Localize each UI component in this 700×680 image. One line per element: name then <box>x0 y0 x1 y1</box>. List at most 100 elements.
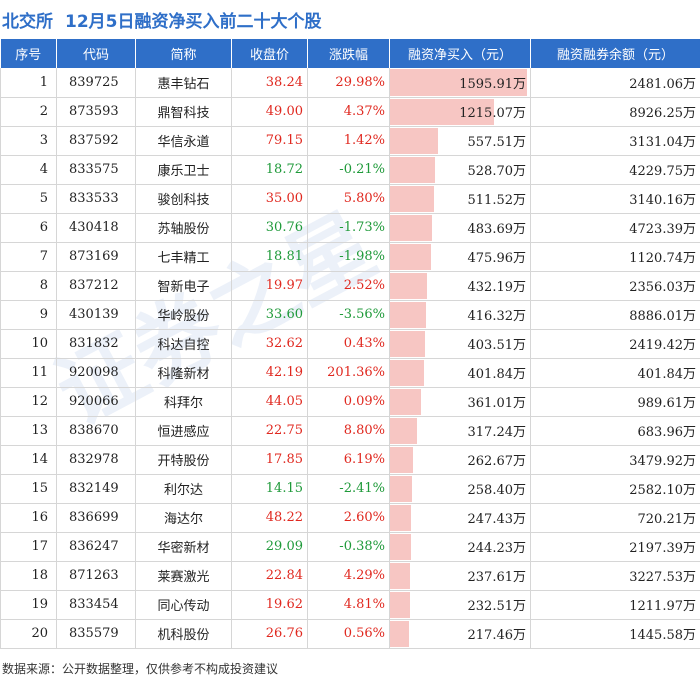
table-row: 14 832978 开特股份 17.85 6.19% 262.67万 3479.92万 <box>0 445 700 475</box>
net-buy-value: 432.19万 <box>467 280 527 295</box>
net-buy-bar <box>390 330 425 357</box>
net-buy-value: 403.51万 <box>467 338 527 353</box>
cell-chg: 4.29% <box>307 561 390 591</box>
cell-idx: 16 <box>0 503 57 533</box>
cell-code: 838670 <box>56 416 136 446</box>
table-body: 1 839725 惠丰钻石 38.24 29.98% 1595.91万 2481.06万 2 8… <box>0 68 700 649</box>
net-buy-value: 262.67万 <box>467 454 527 469</box>
cell-price: 48.22 <box>231 503 308 533</box>
cell-code: 920066 <box>56 387 136 417</box>
net-buy-bar <box>390 243 431 270</box>
col-header-price: 收盘价 <box>231 39 308 68</box>
cell-price: 18.81 <box>231 242 308 272</box>
market-label: 北交所 <box>2 11 53 32</box>
cell-balance: 2481.06万 <box>530 68 700 98</box>
col-header-balance: 融资融券余额（元） <box>530 39 700 68</box>
col-header-net-buy: 融资净买入（元） <box>389 39 531 68</box>
header-row: 序号 代码 简称 收盘价 涨跌幅 融资净买入（元） 融资融券余额（元） <box>0 39 700 68</box>
cell-balance: 3227.53万 <box>530 561 700 591</box>
net-buy-value: 244.23万 <box>467 541 527 556</box>
cell-price: 49.00 <box>231 97 308 127</box>
col-header-name: 简称 <box>135 39 232 68</box>
cell-code: 836247 <box>56 532 136 562</box>
cell-code: 833533 <box>56 184 136 214</box>
table-row: 2 873593 鼎智科技 49.00 4.37% 1215.07万 8926.25万 <box>0 97 700 127</box>
table-row: 13 838670 恒进感应 22.75 8.80% 317.24万 683.96万 <box>0 416 700 446</box>
cell-price: 38.24 <box>231 68 308 98</box>
cell-net-buy: 401.84万 <box>389 358 531 388</box>
net-buy-bar <box>390 272 428 299</box>
cell-chg: 0.56% <box>307 619 390 649</box>
net-buy-bar <box>390 388 421 415</box>
cell-chg: 8.80% <box>307 416 390 446</box>
cell-idx: 15 <box>0 474 57 504</box>
cell-name: 恒进感应 <box>135 416 232 446</box>
cell-idx: 18 <box>0 561 57 591</box>
cell-code: 835579 <box>56 619 136 649</box>
cell-price: 42.19 <box>231 358 308 388</box>
cell-chg: 1.42% <box>307 126 390 156</box>
table-row: 3 837592 华信永道 79.15 1.42% 557.51万 3131.04万 <box>0 126 700 156</box>
net-buy-bar <box>390 98 495 125</box>
cell-idx: 3 <box>0 126 57 156</box>
cell-chg: -0.38% <box>307 532 390 562</box>
net-buy-value: 557.51万 <box>467 135 527 150</box>
cell-chg: 4.37% <box>307 97 390 127</box>
net-buy-value: 217.46万 <box>467 628 527 643</box>
cell-price: 22.75 <box>231 416 308 446</box>
cell-code: 430418 <box>56 213 136 243</box>
cell-name: 利尔达 <box>135 474 232 504</box>
cell-balance: 2582.10万 <box>530 474 700 504</box>
cell-idx: 10 <box>0 329 57 359</box>
cell-net-buy: 258.40万 <box>389 474 531 504</box>
cell-name: 鼎智科技 <box>135 97 232 127</box>
cell-chg: 4.81% <box>307 590 390 620</box>
cell-chg: -3.56% <box>307 300 390 330</box>
cell-code: 836699 <box>56 503 136 533</box>
net-buy-value: 361.01万 <box>467 396 527 411</box>
table-row: 17 836247 华密新材 29.09 -0.38% 244.23万 2197.39万 <box>0 532 700 562</box>
cell-chg: 2.52% <box>307 271 390 301</box>
cell-net-buy: 511.52万 <box>389 184 531 214</box>
cell-net-buy: 361.01万 <box>389 387 531 417</box>
cell-idx: 6 <box>0 213 57 243</box>
cell-name: 华信永道 <box>135 126 232 156</box>
cell-name: 同心传动 <box>135 590 232 620</box>
source-note: 数据来源：公开数据整理，仅供参考不构成投资建议 <box>2 662 279 676</box>
cell-name: 康乐卫士 <box>135 155 232 185</box>
net-buy-value: 416.32万 <box>467 309 527 324</box>
cell-net-buy: 237.61万 <box>389 561 531 591</box>
cell-idx: 13 <box>0 416 57 446</box>
cell-idx: 5 <box>0 184 57 214</box>
cell-chg: 201.36% <box>307 358 390 388</box>
cell-price: 26.76 <box>231 619 308 649</box>
net-buy-bar <box>390 446 413 473</box>
cell-idx: 20 <box>0 619 57 649</box>
cell-price: 30.76 <box>231 213 308 243</box>
net-buy-bar <box>390 156 436 183</box>
cell-price: 22.84 <box>231 561 308 591</box>
cell-chg: 2.60% <box>307 503 390 533</box>
cell-idx: 1 <box>0 68 57 98</box>
net-buy-bar <box>390 591 410 618</box>
net-buy-value: 401.84万 <box>467 367 527 382</box>
net-buy-value: 237.61万 <box>467 570 527 585</box>
table-row: 11 920098 科隆新材 42.19 201.36% 401.84万 401.84万 <box>0 358 700 388</box>
net-buy-bar <box>390 562 411 589</box>
cell-net-buy: 232.51万 <box>389 590 531 620</box>
col-header-chg: 涨跌幅 <box>307 39 390 68</box>
table-row: 15 832149 利尔达 14.15 -2.41% 258.40万 2582.10万 <box>0 474 700 504</box>
cell-price: 29.09 <box>231 532 308 562</box>
net-buy-value: 528.70万 <box>467 164 527 179</box>
net-buy-bar <box>390 214 432 241</box>
cell-code: 837212 <box>56 271 136 301</box>
table-row: 18 871263 莱赛激光 22.84 4.29% 237.61万 3227.53万 <box>0 561 700 591</box>
table-row: 16 836699 海达尔 48.22 2.60% 247.43万 720.21万 <box>0 503 700 533</box>
cell-code: 833575 <box>56 155 136 185</box>
cell-idx: 12 <box>0 387 57 417</box>
cell-name: 七丰精工 <box>135 242 232 272</box>
cell-idx: 14 <box>0 445 57 475</box>
cell-idx: 11 <box>0 358 57 388</box>
table-row: 1 839725 惠丰钻石 38.24 29.98% 1595.91万 2481.06万 <box>0 68 700 98</box>
cell-net-buy: 403.51万 <box>389 329 531 359</box>
